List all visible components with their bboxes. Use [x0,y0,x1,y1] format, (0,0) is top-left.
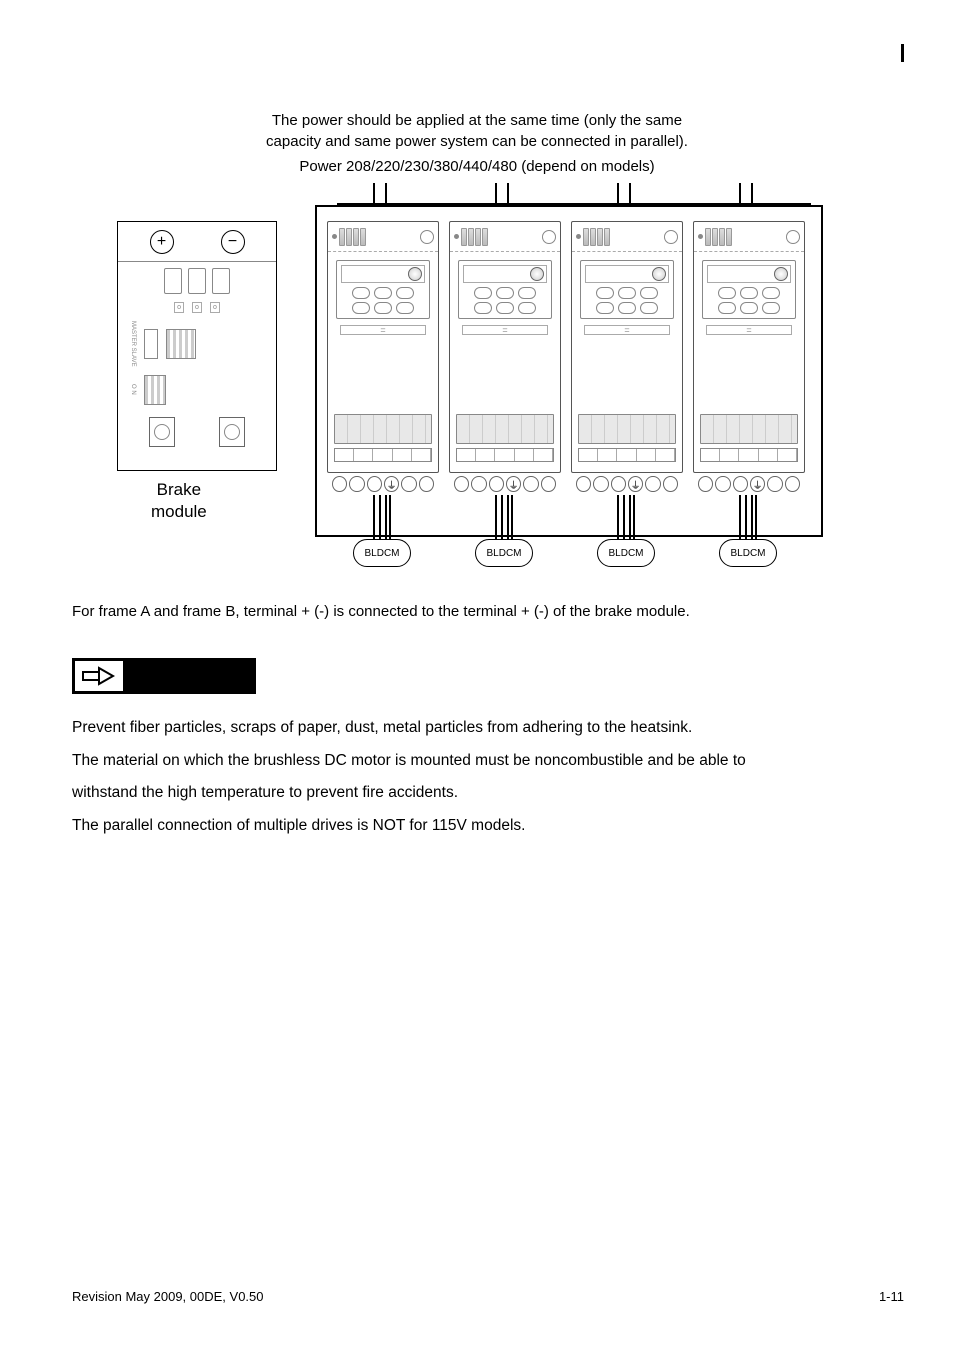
brake-module-label: Brake module [151,479,207,523]
drive-unit: ⏚ [693,221,805,473]
power-drop [617,183,631,203]
diagram-power-caption: Power 208/220/230/380/440/480 (depend on… [72,158,882,175]
note-title-bar [126,658,256,694]
note-line: withstand the high temperature to preven… [72,777,882,810]
brake-module-indicator-row: ooo [118,300,276,315]
diagram-top-caption: The power should be applied at the same … [72,110,882,152]
motor-lead [617,495,635,539]
note-line: The material on which the brushless DC m… [72,745,882,778]
drive-unit: ⏚ [571,221,683,473]
caption-line-1: The power should be applied at the same … [272,112,682,129]
bldcm-motor-label: BLDCM [475,539,533,567]
brake-module-switch-area: MASTER SLAVE [118,315,276,373]
footer-page-number: 1-11 [879,1289,904,1304]
bldcm-motor-label: BLDCM [719,539,777,567]
motor-lead [495,495,513,539]
drive-unit: ⏚ [449,221,561,473]
brake-plus-terminal: + [150,230,174,254]
power-drop [495,183,509,203]
brake-label-line2: module [151,502,207,521]
note-header [72,658,882,694]
parallel-drives-diagram: + − ooo MASTER SLAVE O N Brake module [117,183,837,583]
note-icon [72,658,126,694]
note-text: Prevent fiber particles, scraps of paper… [72,712,882,842]
note-line: Prevent fiber particles, scraps of paper… [72,712,882,745]
footer-revision: Revision May 2009, 00DE, V0.50 [72,1289,264,1304]
brake-module-box: + − ooo MASTER SLAVE O N [117,221,277,471]
motor-lead [373,495,391,539]
motor-lead [739,495,757,539]
caption-line-2: capacity and same power system can be co… [266,133,688,150]
page-footer: Revision May 2009, 00DE, V0.50 1-11 [72,1289,904,1304]
note-block: Prevent fiber particles, scraps of paper… [72,658,882,842]
brake-module-bottom-terminals [118,411,276,453]
brake-minus-terminal: − [221,230,245,254]
brake-module-top-terminals: + − [118,222,276,262]
drive-unit: ⏚ [327,221,439,473]
power-drop [373,183,387,203]
content-area: The power should be applied at the same … [72,110,882,842]
chapter-indicator-bar [901,44,904,62]
brake-module-switch-area: O N [118,373,276,411]
power-drop [739,183,753,203]
brake-module-row [118,262,276,300]
brake-label-line1: Brake [157,480,201,499]
bldcm-motor-label: BLDCM [597,539,655,567]
bldcm-motor-label: BLDCM [353,539,411,567]
diagram-footer-caption: For frame A and frame B, terminal + (-) … [72,601,882,622]
note-line: The parallel connection of multiple driv… [72,810,882,843]
